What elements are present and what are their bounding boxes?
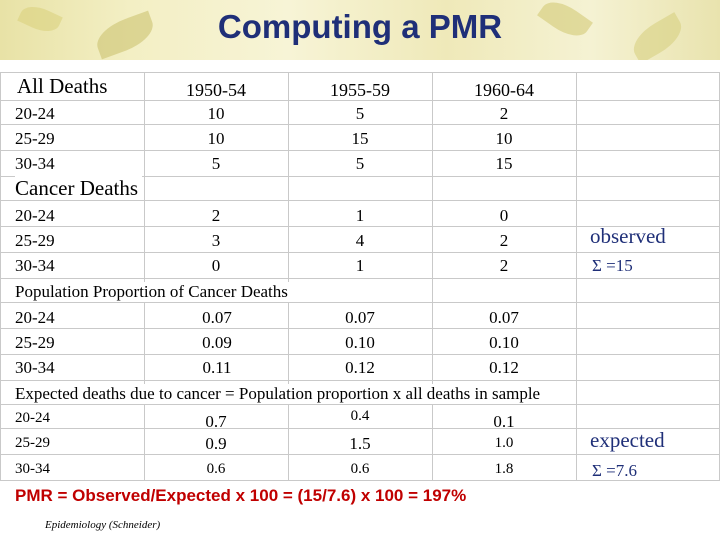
pmr-formula: PMR = Observed/Expected x 100 = (15/7.6)… (15, 486, 467, 505)
table-cell: 5 (355, 154, 365, 173)
age-label: 20-24 (15, 206, 55, 225)
table-cell: 1 (355, 206, 365, 225)
grid-line (0, 454, 720, 455)
age-label: 25-29 (15, 129, 55, 148)
table-cell: 0.10 (489, 333, 519, 352)
table-cell: 0 (499, 206, 509, 225)
header-banner: Computing a PMR (0, 0, 720, 60)
column-header: 1960-64 (474, 80, 534, 100)
grid-line (0, 176, 720, 177)
expected-label: expected (590, 428, 665, 452)
age-label: 30-34 (15, 461, 50, 477)
grid-line (0, 100, 720, 101)
table-cell: 2 (499, 256, 509, 275)
grid-line (432, 72, 433, 480)
page-title: Computing a PMR (217, 8, 503, 45)
table-cell: 0 (211, 256, 221, 275)
table-cell: 0.09 (202, 333, 232, 352)
table-cell: 3 (211, 231, 221, 250)
grid-line (144, 72, 145, 480)
grid-line (0, 380, 720, 381)
table-cell: 10 (207, 104, 225, 123)
table-cell: 0.4 (350, 408, 370, 424)
table-cell: 0.07 (489, 308, 519, 327)
grid-line (0, 404, 720, 405)
grid-line (576, 72, 577, 480)
grid-line (0, 226, 720, 227)
grid-line (0, 354, 720, 355)
table-cell: 5 (355, 104, 365, 123)
table-cell: 0.12 (345, 358, 375, 377)
age-label: 20-24 (15, 308, 55, 327)
observed-label: observed (590, 224, 666, 248)
table-cell: 0.07 (202, 308, 232, 327)
table-cell: 15 (351, 129, 369, 148)
table-cell: 0.11 (202, 358, 232, 377)
age-label: 25-29 (15, 435, 50, 451)
table-cell: 1.8 (494, 461, 514, 477)
expected-sum: Σ =7.6 (592, 461, 637, 480)
cancer-deaths-heading: Cancer Deaths (15, 176, 143, 200)
grid-line (0, 278, 720, 279)
grid-line (0, 480, 720, 481)
table-cell: 0.12 (489, 358, 519, 377)
table-cell: 1 (355, 256, 365, 275)
table-cell: 2 (499, 231, 509, 250)
table-cell: 10 (207, 129, 225, 148)
age-label: 25-29 (15, 231, 55, 250)
all-deaths-heading: All Deaths (17, 74, 108, 98)
table-cell: 0.10 (345, 333, 375, 352)
grid-line (0, 72, 1, 480)
table-cell: 10 (495, 129, 513, 148)
age-label: 20-24 (15, 104, 55, 123)
column-header: 1950-54 (186, 80, 246, 100)
table-cell: 2 (211, 206, 221, 225)
grid-line (0, 252, 720, 253)
grid-line (0, 428, 720, 429)
age-label: 30-34 (15, 358, 55, 377)
expected-deaths-heading: Expected deaths due to cancer = Populati… (15, 384, 545, 404)
table-cell: 1.0 (494, 435, 514, 451)
observed-sum: Σ =15 (592, 256, 633, 275)
table-cell: 0.6 (206, 461, 226, 477)
grid-line (0, 124, 720, 125)
table-cell: 2 (499, 104, 509, 123)
age-label: 30-34 (15, 154, 55, 173)
grid-line (0, 328, 720, 329)
population-proportion-heading: Population Proportion of Cancer Deaths (15, 282, 292, 302)
grid-line (0, 72, 720, 73)
grid-line (0, 200, 720, 201)
table-cell: 4 (355, 231, 365, 250)
grid-line (0, 302, 720, 303)
table-cell: 5 (211, 154, 221, 173)
table-cell: 15 (495, 154, 513, 173)
table-cell: 0.9 (205, 434, 227, 453)
age-label: 25-29 (15, 333, 55, 352)
table-cell: 0.1 (493, 412, 515, 431)
table-cell: 0.07 (345, 308, 375, 327)
age-label: 30-34 (15, 256, 55, 275)
table-cell: 0.6 (350, 461, 370, 477)
footer-credit: Epidemiology (Schneider) (45, 519, 161, 531)
column-header: 1955-59 (330, 80, 390, 100)
table-cell: 1.5 (349, 434, 371, 453)
table-cell: 0.7 (205, 412, 227, 431)
age-label: 20-24 (15, 410, 50, 426)
grid-line (0, 150, 720, 151)
grid-line (288, 72, 289, 480)
